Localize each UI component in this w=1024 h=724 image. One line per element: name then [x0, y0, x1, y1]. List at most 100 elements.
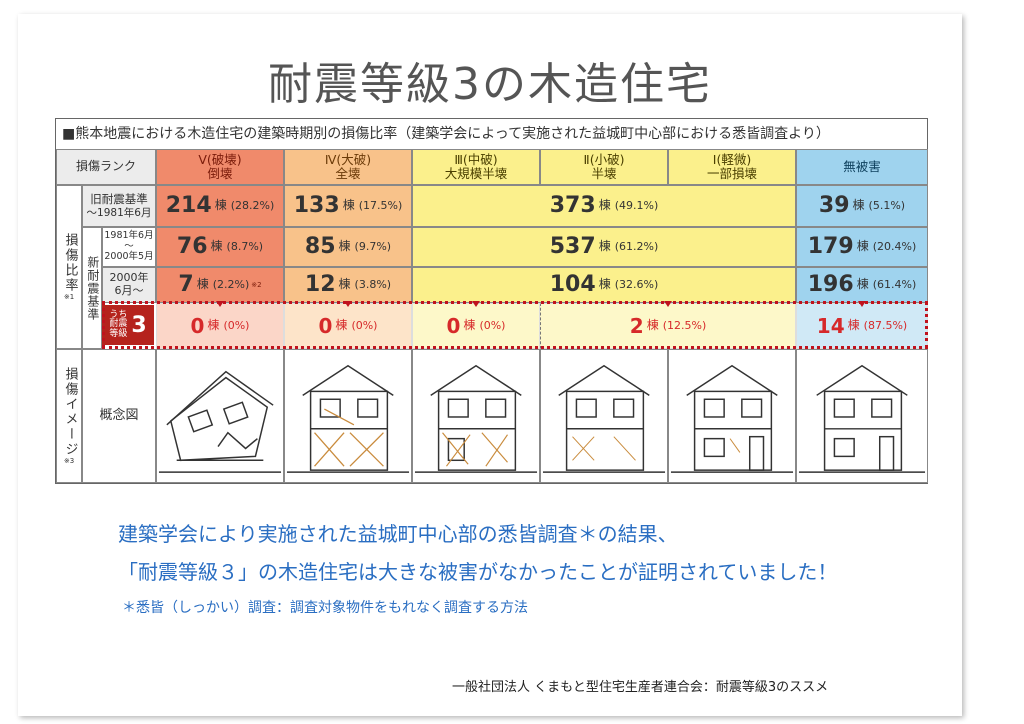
- side-label-image-note: ※3: [63, 456, 75, 465]
- house-major-partial-icon: [412, 349, 540, 483]
- count: 0: [190, 313, 205, 338]
- house-minor-damage-icon: [668, 349, 796, 483]
- col-header-line1: Ⅴ(破壊): [198, 151, 242, 167]
- unit: 棟: [335, 318, 348, 333]
- unit: 棟: [463, 318, 476, 333]
- cell-old-rank4: 133 棟 (17.5%): [284, 185, 412, 227]
- percent: (32.6%): [614, 277, 659, 291]
- col-header-rank2: Ⅱ(小破) 半壊: [540, 149, 668, 185]
- unit: 棟: [342, 198, 355, 213]
- cell-grade3-rank4: 0 棟 (0%): [284, 303, 412, 349]
- cell-new1-rank5: 76 棟 (8.7%): [156, 227, 284, 267]
- house-no-damage-icon: [796, 349, 928, 483]
- cell-new1-rank4: 85 棟 (9.7%): [284, 227, 412, 267]
- percent: (87.5%): [863, 318, 908, 332]
- col-header-rank3: Ⅲ(中破) 大規模半壊: [412, 149, 540, 185]
- col-header-none: 無被害: [796, 149, 928, 185]
- side-label-image-text: 損傷イメージ: [62, 366, 78, 457]
- grade3-badge: うち 耐震 等級 3: [102, 305, 154, 345]
- grade3-small1: うち: [109, 309, 128, 320]
- count: 133: [293, 193, 340, 219]
- count: 373: [549, 193, 596, 219]
- unit: 棟: [196, 277, 209, 292]
- count: 14: [816, 313, 845, 338]
- page-title: 耐震等級3の木造住宅: [268, 59, 712, 110]
- unit: 棟: [856, 277, 869, 292]
- count: 0: [446, 313, 461, 338]
- unit: 棟: [856, 239, 869, 254]
- percent: (5.1%): [868, 198, 906, 212]
- footnote: ＊悉皆（しっかい）調査：調査対象物件をもれなく調査する方法: [122, 600, 528, 616]
- count: 196: [807, 272, 854, 298]
- unit: 棟: [598, 198, 611, 213]
- unit: 棟: [338, 277, 351, 292]
- unit: 棟: [598, 239, 611, 254]
- percent: (20.4%): [872, 239, 917, 253]
- col-header-rank4: Ⅳ(大破) 全壊: [284, 149, 412, 185]
- percent: (0%): [223, 318, 250, 332]
- side-label-ratio: 損傷比率 ※1: [56, 185, 82, 349]
- row-label-new2: 2000年 6月～: [102, 267, 156, 303]
- col-header-line2: 大規模半壊: [444, 166, 508, 181]
- percent: (12.5%): [662, 318, 707, 332]
- col-header-line1: Ⅱ(小破): [583, 151, 625, 167]
- count: 2: [629, 313, 644, 338]
- unit: 棟: [338, 239, 351, 254]
- row-label-line2: ～: [124, 240, 134, 252]
- cell-new1-none: 179 棟 (20.4%): [796, 227, 928, 267]
- count: 12: [304, 272, 336, 298]
- unit: 棟: [207, 318, 220, 333]
- rank-label-text: 損傷ランク: [75, 159, 136, 174]
- col-header-rank5: Ⅴ(破壊) 倒壊: [156, 149, 284, 185]
- percent: (3.8%): [354, 277, 392, 291]
- concept-label: 概念図: [82, 349, 156, 483]
- unit: 棟: [598, 277, 611, 292]
- cell-grade3-rank2-1: 2 棟 (12.5%): [540, 303, 796, 349]
- cell-old-none: 39 棟 (5.1%): [796, 185, 928, 227]
- col-header-line1: 無被害: [843, 158, 881, 174]
- table-heading: ■熊本地震における木造住宅の建築時期別の損傷比率（建築学会によって実施された益城…: [62, 126, 830, 142]
- row-label-line1: 2000年: [109, 271, 149, 285]
- message-line2: 「耐震等級３」の木造住宅は大きな被害がなかったことが証明されていました！: [118, 560, 838, 584]
- percent: (61.4%): [872, 277, 917, 291]
- side-label-new-text: 新耐震基準: [85, 255, 100, 321]
- house-collapsed-icon: [156, 349, 284, 483]
- message-line1: 建築学会により実施された益城町中心部の悉皆調査＊の結果、: [118, 522, 678, 546]
- col-header-line2: 半壊: [591, 166, 617, 181]
- row-label-line1: 1981年6月: [104, 229, 154, 241]
- rank-label: 損傷ランク: [56, 149, 156, 185]
- side-label-new-standard: 新耐震基準: [82, 227, 102, 349]
- cell-old-rank5: 214 棟 (28.2%): [156, 185, 284, 227]
- cell-new2-rank5: 7 棟 (2.2%) ※2: [156, 267, 284, 303]
- count: 7: [178, 272, 194, 298]
- unit: 棟: [646, 318, 659, 333]
- col-header-line1: Ⅲ(中破): [454, 151, 498, 167]
- cell-new1-mid: 537 棟 (61.2%): [412, 227, 796, 267]
- arrow-down-icon: [344, 301, 352, 307]
- arrow-down-icon: [472, 301, 480, 307]
- count: 39: [818, 193, 850, 219]
- col-header-rank1: Ⅰ(軽微) 一部損壊: [668, 149, 796, 185]
- cell-grade3-rank5: 0 棟 (0%): [156, 303, 284, 349]
- row-label-new1: 1981年6月 ～ 2000年5月: [102, 227, 156, 267]
- col-header-line2: 一部損壊: [706, 166, 757, 181]
- unit: 棟: [847, 318, 860, 333]
- house-half-destroyed-icon: [540, 349, 668, 483]
- grade3-small2: 耐震: [109, 319, 128, 330]
- percent: (9.7%): [354, 239, 392, 253]
- col-header-line2: 倒壊: [207, 166, 233, 181]
- row-label-old: 旧耐震基準 ～1981年6月: [82, 185, 156, 227]
- percent: (2.2%): [212, 277, 250, 291]
- cell-new2-rank4: 12 棟 (3.8%): [284, 267, 412, 303]
- unit: 棟: [214, 198, 227, 213]
- arrow-down-icon: [216, 301, 224, 307]
- concept-label-text: 概念図: [99, 407, 139, 423]
- side-label-image: 損傷イメージ ※3: [56, 349, 82, 483]
- row-label-line2: 6月～: [114, 284, 144, 297]
- grade3-small3: 等級: [109, 328, 128, 339]
- arrow-down-icon: [664, 301, 672, 307]
- count: 214: [165, 193, 212, 219]
- row-label-line2: ～1981年6月: [86, 206, 152, 219]
- count: 85: [304, 234, 336, 260]
- grade3-big: 3: [131, 312, 147, 338]
